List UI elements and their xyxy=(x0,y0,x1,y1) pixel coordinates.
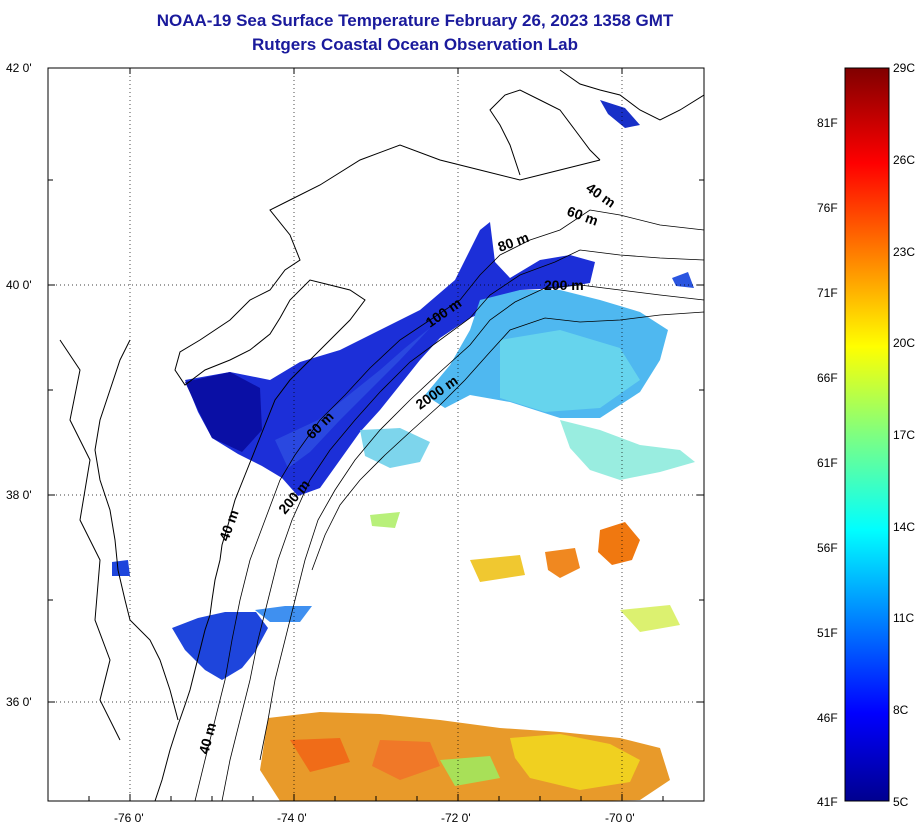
colorbar-label-f: 56F xyxy=(817,541,838,555)
sst-mid-water xyxy=(360,290,695,528)
sst-warm-water xyxy=(260,522,680,801)
lat-label: 36 0' xyxy=(6,695,32,709)
colorbar-label-c: 8C xyxy=(893,703,909,717)
isobath-label: 200 m xyxy=(544,277,584,293)
lat-label: 40 0' xyxy=(6,278,32,292)
lon-label: -72 0' xyxy=(441,811,471,825)
colorbar-label-c: 20C xyxy=(893,336,916,350)
isobath-label: 60 m xyxy=(565,203,600,229)
colorbar-label-c: 26C xyxy=(893,153,916,167)
colorbar-label-f: 66F xyxy=(817,371,838,385)
colorbar-label-f: 51F xyxy=(817,626,838,640)
lon-label: -76 0' xyxy=(114,811,144,825)
tick-marks xyxy=(48,68,704,801)
map-subtitle: Rutgers Coastal Ocean Observation Lab xyxy=(252,35,578,54)
map-title: NOAA-19 Sea Surface Temperature February… xyxy=(156,11,674,30)
colorbar-label-c: 11C xyxy=(893,611,915,625)
sst-cold-plume xyxy=(112,100,694,680)
isobaths xyxy=(194,209,704,801)
isobath-label: 40 m xyxy=(583,179,618,210)
isobath-label: 40 m xyxy=(195,721,219,756)
lon-label: -70 0' xyxy=(605,811,635,825)
colorbar-label-f: 61F xyxy=(817,456,838,470)
colorbar-label-c: 5C xyxy=(893,795,909,809)
lat-label: 42 0' xyxy=(6,61,32,75)
isobath-label: 80 m xyxy=(496,229,531,255)
colorbar-label-c: 14C xyxy=(893,520,916,534)
colorbar-label-f: 76F xyxy=(817,201,838,215)
graticule xyxy=(48,68,704,801)
lat-label: 38 0' xyxy=(6,488,32,502)
colorbar-label-f: 46F xyxy=(817,711,838,725)
colorbar-label-c: 17C xyxy=(893,428,916,442)
coastline xyxy=(59,69,704,801)
colorbar-label-c: 29C xyxy=(893,61,916,75)
isobath-label: 40 m xyxy=(216,508,242,543)
colorbar-label-c: 23C xyxy=(893,245,916,259)
lon-label: -74 0' xyxy=(277,811,307,825)
colorbar-label-f: 71F xyxy=(817,286,838,300)
colorbar xyxy=(844,67,890,802)
colorbar-label-f: 41F xyxy=(817,795,838,809)
colorbar-label-f: 81F xyxy=(817,116,838,130)
